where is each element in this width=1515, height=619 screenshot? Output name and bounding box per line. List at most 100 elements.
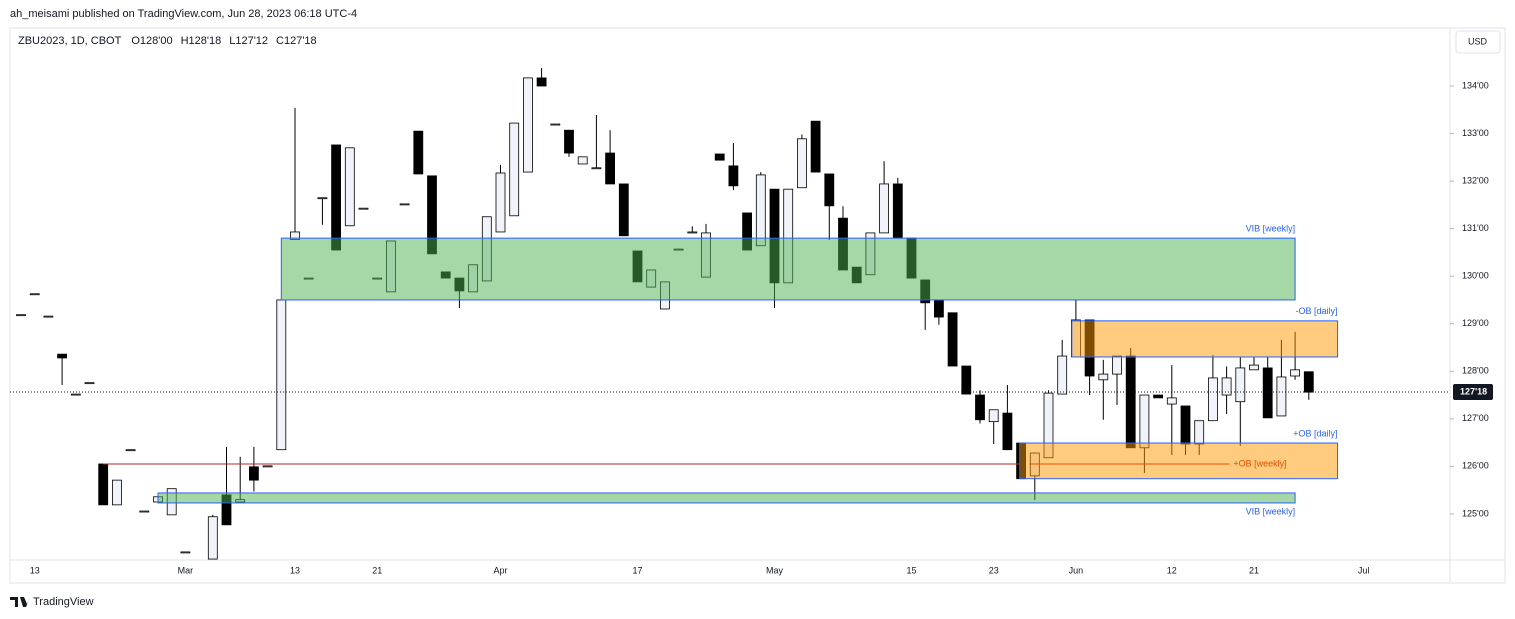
candle-body xyxy=(262,465,273,468)
candle-body xyxy=(947,312,958,367)
candle-body xyxy=(1139,394,1150,449)
published-note: ah_meisami published on TradingView.com,… xyxy=(10,8,357,20)
y-tick-label: 132'00 xyxy=(1462,175,1489,185)
candle-body xyxy=(618,183,629,237)
candle-body xyxy=(564,129,574,154)
candle-body xyxy=(755,174,766,247)
candle-body xyxy=(29,293,40,296)
candle-body xyxy=(57,353,67,359)
candle-body xyxy=(1221,377,1232,396)
x-tick-label: Apr xyxy=(493,565,507,575)
brand: TradingView xyxy=(33,596,94,608)
y-tick-label: 130'00 xyxy=(1462,271,1489,281)
candle-body xyxy=(1276,376,1287,417)
x-tick-label: May xyxy=(766,565,784,575)
y-tick-label: 131'00 xyxy=(1462,223,1489,233)
candle-body xyxy=(961,365,972,395)
x-tick-label: 21 xyxy=(1249,565,1259,575)
candle-body xyxy=(824,173,835,207)
candle-body xyxy=(975,394,985,421)
candle-body xyxy=(550,123,561,126)
candle-body xyxy=(714,153,725,161)
y-tick-label: 128'00 xyxy=(1462,366,1489,376)
last-price-box xyxy=(1453,384,1493,401)
candle-body xyxy=(728,165,739,187)
x-tick-label: 23 xyxy=(989,565,999,575)
ohlc-value: L127'12 xyxy=(229,35,268,47)
candle-body xyxy=(523,77,533,173)
tv-logo xyxy=(10,597,30,607)
zone xyxy=(1019,442,1339,480)
candle-body xyxy=(988,409,999,423)
ohlc-legend: O128'00 H128'18 L127'12 C127'18 xyxy=(131,35,316,47)
x-tick-label: Jun xyxy=(1069,565,1084,575)
candle-body xyxy=(317,197,328,200)
candle-body xyxy=(207,516,218,560)
candle-body xyxy=(810,120,821,173)
candle-body xyxy=(139,510,150,513)
candle-body xyxy=(687,231,698,234)
plot: 125'00 126'00 127'00 128'00 129'00 130'00 131'… xyxy=(10,67,1493,575)
candle-body xyxy=(112,479,122,506)
x-tick-label: 13 xyxy=(30,565,40,575)
x-tick-label: 17 xyxy=(632,565,642,575)
candle-body xyxy=(797,138,807,189)
chart-frame xyxy=(9,27,1506,584)
zone-label: -OB [daily] xyxy=(1296,306,1338,316)
candle-body xyxy=(331,144,342,251)
candle-body xyxy=(1235,367,1246,403)
candle-body xyxy=(879,183,889,234)
candle-body xyxy=(43,315,54,318)
x-tick-label: 15 xyxy=(906,565,916,575)
candle-body xyxy=(84,382,95,385)
candle-body xyxy=(98,463,109,506)
candle-body xyxy=(1290,369,1300,377)
candle-body xyxy=(591,167,602,170)
symbol-info: ZBU2023, 1D, CBOT xyxy=(18,35,122,47)
last-price-label: 127'18 xyxy=(1460,386,1487,396)
candle-body xyxy=(180,551,191,554)
candle-body xyxy=(509,122,520,217)
zone-label: VIB [weekly] xyxy=(1246,224,1296,234)
x-tick-label: Jul xyxy=(1358,565,1370,575)
candle-body xyxy=(577,156,588,165)
candle-body xyxy=(1153,394,1163,399)
candle-body xyxy=(1098,373,1109,381)
ohlc-value: C127'18 xyxy=(276,35,317,47)
candle-body xyxy=(1180,405,1191,445)
ohlc-value: O128'00 xyxy=(131,35,172,47)
candle-body xyxy=(605,152,615,185)
y-tick-label: 126'00 xyxy=(1462,461,1489,471)
candle-body xyxy=(1262,367,1273,419)
candle-body xyxy=(1166,397,1177,405)
x-tick-label: 13 xyxy=(290,565,300,575)
candle-body xyxy=(125,449,136,452)
candle-body xyxy=(934,299,944,318)
y-tick-label: 127'00 xyxy=(1462,413,1489,423)
candle-body xyxy=(276,299,287,451)
x-tick-label: Mar xyxy=(178,565,194,575)
level-label: +OB [weekly] xyxy=(1233,458,1286,468)
candle-body xyxy=(413,130,424,175)
candle-body xyxy=(536,77,547,87)
y-tick-label: 134'00 xyxy=(1462,80,1489,90)
x-tick-label: 12 xyxy=(1167,565,1177,575)
y-tick-label: 133'00 xyxy=(1462,128,1489,138)
candle-body xyxy=(892,183,903,239)
y-tick-label: 125'00 xyxy=(1462,508,1489,518)
candle-body xyxy=(1208,377,1218,422)
candle-body xyxy=(1249,364,1259,371)
candle-body xyxy=(16,314,26,317)
candle-body xyxy=(1002,412,1013,451)
candle-body xyxy=(1112,355,1122,375)
candle-body xyxy=(248,466,259,481)
zone xyxy=(157,492,1296,504)
zone-label: +OB [daily] xyxy=(1293,428,1337,438)
zone xyxy=(1071,320,1339,358)
currency-button[interactable] xyxy=(1455,30,1501,54)
zone-label: VIB [weekly] xyxy=(1246,506,1296,516)
currency-label[interactable]: USD xyxy=(1468,36,1488,46)
candle-body xyxy=(1194,420,1205,445)
candle-body xyxy=(70,393,81,396)
